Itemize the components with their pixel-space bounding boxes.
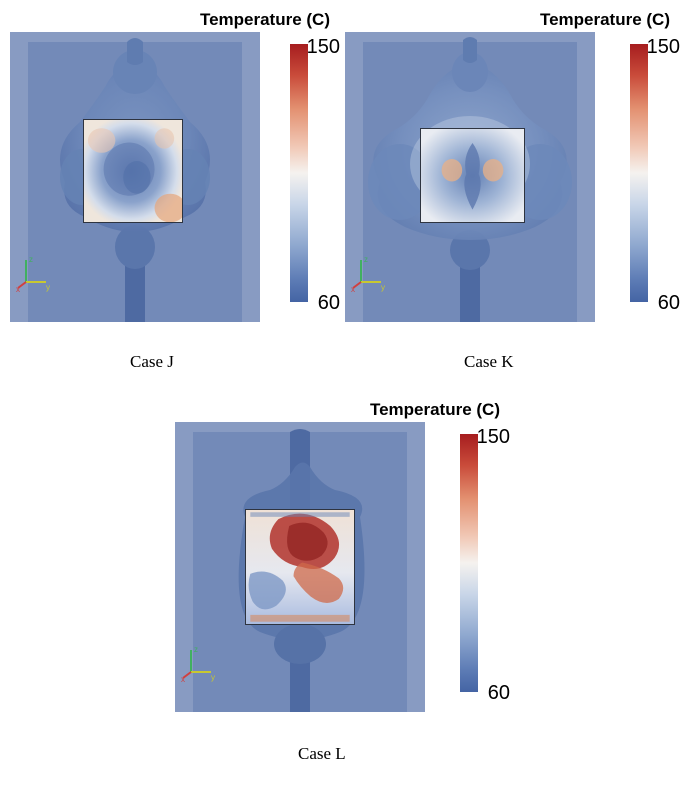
- caption-l: Case L: [298, 744, 346, 764]
- svg-text:y: y: [211, 673, 215, 682]
- axis-triad: x y z: [181, 642, 221, 682]
- svg-text:z: z: [194, 645, 198, 654]
- svg-text:x: x: [181, 675, 185, 682]
- axis-label-y: y: [46, 283, 50, 292]
- colorbar-title: Temperature (C): [370, 400, 500, 420]
- colorbar-title: Temperature (C): [200, 10, 330, 30]
- svg-text:z: z: [364, 255, 368, 264]
- sim-render-k: x y z: [345, 32, 595, 322]
- colorbar: [630, 44, 648, 302]
- colorbar-max: 150: [647, 36, 680, 59]
- sim-render-l: x y z: [175, 422, 425, 712]
- colorbar: [290, 44, 308, 302]
- caption-j: Case J: [130, 352, 174, 372]
- colorbar-min: 60: [318, 292, 340, 315]
- panel-case-j: Temperature (C): [10, 10, 340, 322]
- svg-text:x: x: [351, 285, 355, 292]
- colorbar-max: 150: [307, 36, 340, 59]
- panel-case-k: Temperature (C): [345, 10, 680, 322]
- heater-box-k: [420, 128, 525, 224]
- svg-text:y: y: [381, 283, 385, 292]
- colorbar: [460, 434, 478, 692]
- colorbar-min: 60: [658, 292, 680, 315]
- axis-triad: x y z: [351, 252, 391, 292]
- caption-k: Case K: [464, 352, 514, 372]
- panel-case-l: Temperature (C): [175, 400, 510, 712]
- axis-label-z: z: [29, 255, 33, 264]
- colorbar-min: 60: [488, 682, 510, 705]
- heater-box-l: [245, 509, 355, 625]
- colorbar-max: 150: [477, 426, 510, 449]
- figure-grid: Temperature (C): [0, 0, 683, 802]
- temperature-field-j: [84, 120, 182, 222]
- temperature-field-l: [246, 510, 354, 624]
- axis-triad: x y z: [16, 252, 56, 292]
- temperature-field-k: [421, 129, 524, 223]
- heater-box-j: [83, 119, 183, 223]
- axis-label-x: x: [16, 285, 20, 292]
- sim-render-j: x y z: [10, 32, 260, 322]
- colorbar-title: Temperature (C): [540, 10, 670, 30]
